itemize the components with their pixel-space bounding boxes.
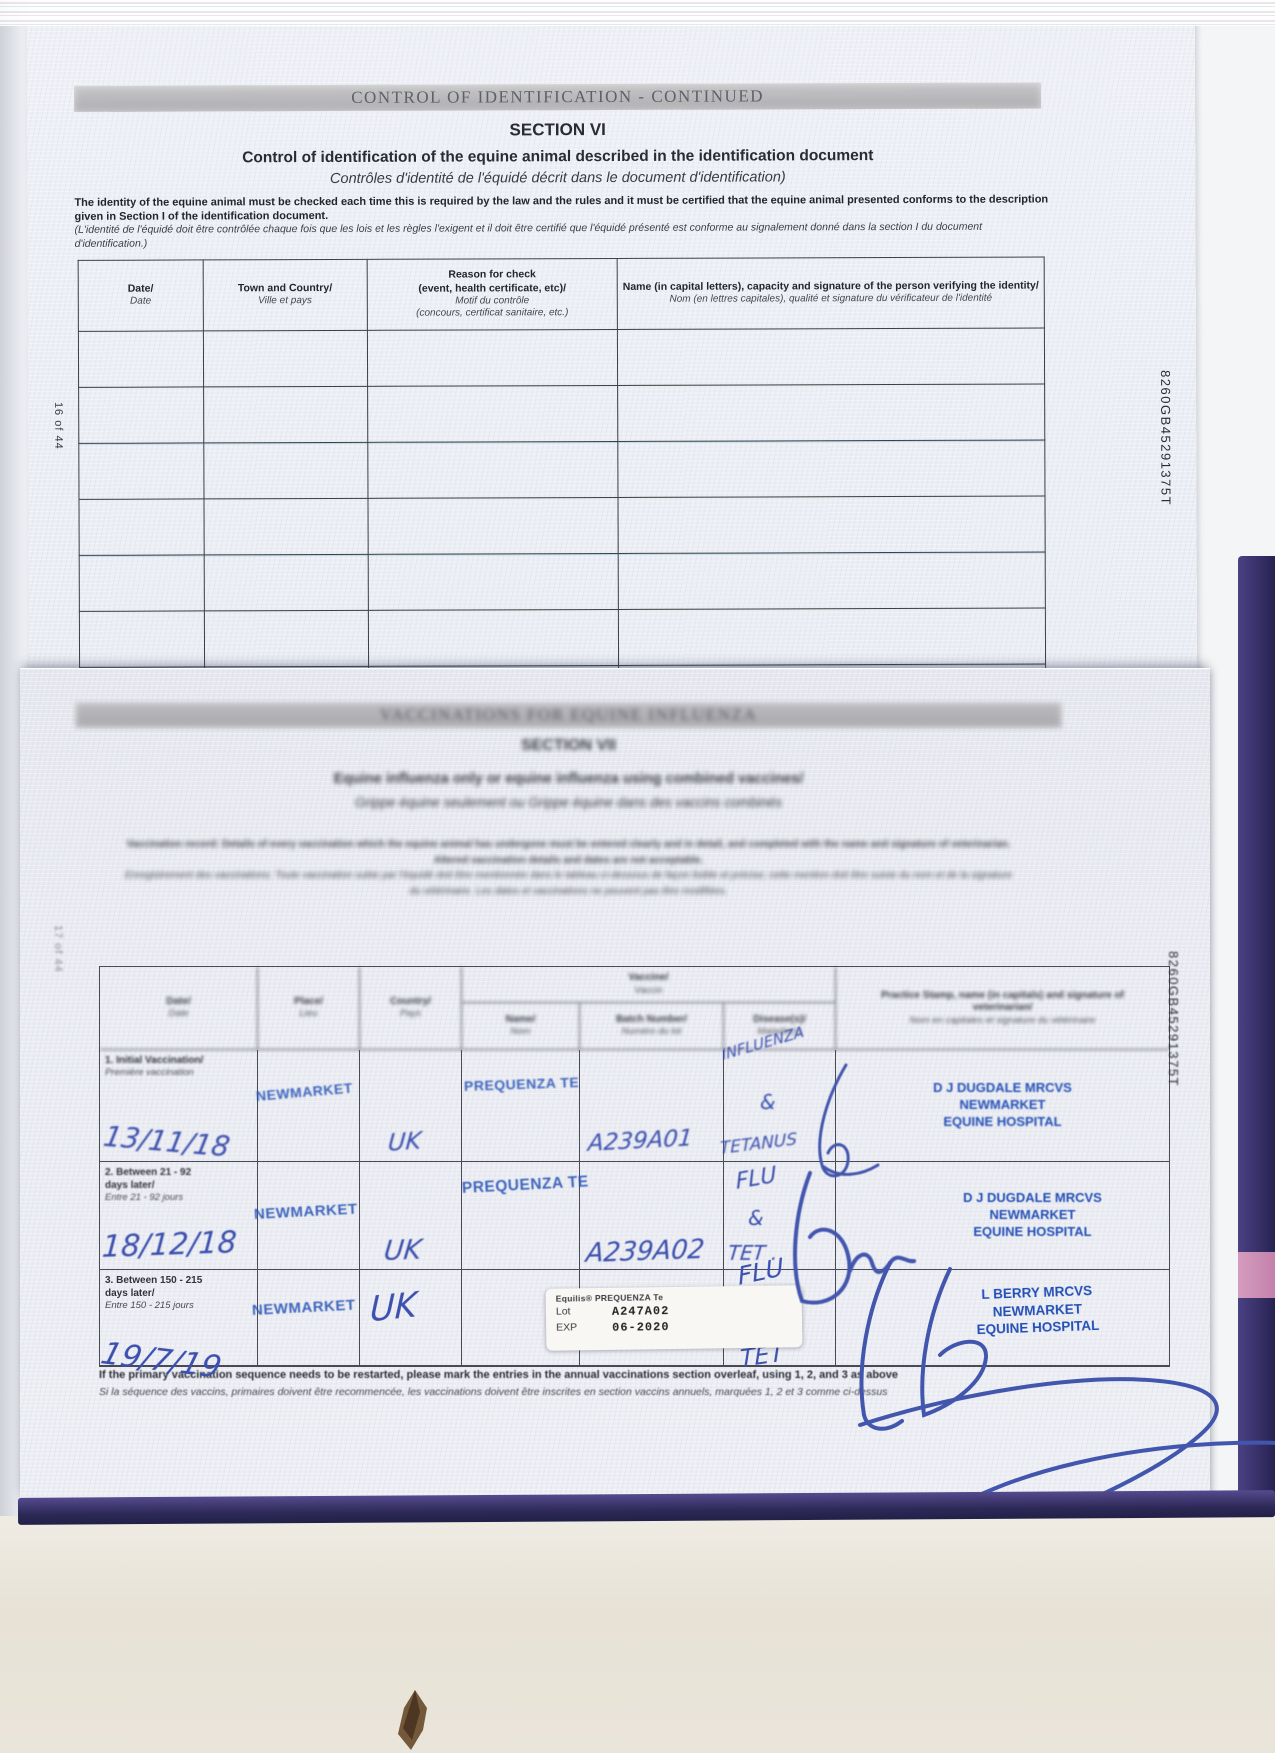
section-vii-subtitle-fr: Grippe équine seulement ou Grippe équine… — [354, 795, 782, 810]
passport-page-section-vii: VACCINATIONS FOR EQUINE INFLUENZA SECTIO… — [20, 668, 1275, 1560]
vac-col-name: Name/ Nom — [462, 1003, 580, 1050]
vac-row2-vaccine-cell: PREQUENZA TE — [462, 1162, 589, 1270]
id-col-town-country: Town and Country/ Ville et pays — [202, 259, 368, 331]
vac-row3-country-cell: UK — [360, 1270, 462, 1366]
vac-row1-disease-cell: INFLUENZA & TETANUS — [720, 1023, 836, 1162]
vaccination-notes: Vaccination record: Details of every vac… — [124, 839, 1013, 897]
identification-check-table: Date/ Date Town and Country/ Ville et pa… — [78, 256, 1047, 724]
row1-disease-line3: TETANUS — [719, 1129, 798, 1160]
vac-row1-batch-cell: A239A01 — [580, 1050, 724, 1162]
row2-date-handwriting: 18/12/18 — [100, 1225, 238, 1266]
row1-disease-line2: & — [760, 1090, 776, 1114]
row3-place-stamp: NEWMARKET — [251, 1296, 356, 1319]
vac-row2-place-cell: NEWMARKET — [254, 1162, 360, 1270]
id-table-header-row: Date/ Date Town and Country/ Ville et pa… — [78, 256, 1045, 332]
id-empty-row — [78, 439, 1045, 500]
row3-practice-stamp: L BERRY MRCVS NEWMARKET EQUINE HOSPITAL — [976, 1283, 1100, 1338]
section-vi-title-en: Control of identification of the equine … — [242, 147, 874, 167]
id-col-date: Date/ Date — [78, 259, 204, 332]
passport-page-section-vi: CONTROL OF IDENTIFICATION - CONTINUED SE… — [26, 19, 1198, 724]
scanner-artifact-band — [0, 0, 1275, 26]
row2-place-stamp: NEWMARKET — [253, 1200, 358, 1223]
sticker-brand: Equilis® PREQUENZA Te — [555, 1292, 664, 1304]
id-col-reason: Reason for check (event, health certific… — [366, 258, 618, 331]
vac-row3-place-cell: NEWMARKET — [252, 1270, 360, 1366]
row1-place-stamp: NEWMARKET — [255, 1079, 354, 1104]
vac-row1-date-cell: 1. Initial Vaccination/ Première vaccina… — [100, 1050, 258, 1164]
row2-label: 2. Between 21 - 92 days later/ Entre 21 … — [105, 1167, 192, 1203]
row3-country-handwriting: UK — [369, 1284, 418, 1331]
vac-row2-date-cell: 2. Between 21 - 92 days later/ Entre 21 … — [100, 1162, 258, 1270]
row1-date-handwriting: 13/11/18 — [100, 1120, 233, 1164]
section-vi-title-fr: Contrôles d'identité de l'équidé décrit … — [330, 169, 786, 187]
banner-text: CONTROL OF IDENTIFICATION - CONTINUED — [351, 86, 765, 107]
row2-disease-line2: & — [748, 1206, 764, 1230]
sticker-lot-label: Lot — [555, 1305, 571, 1318]
row2-vaccine-stamp: PREQUENZA TE — [461, 1173, 590, 1197]
row2-disease-line1: FLU — [735, 1162, 778, 1196]
restart-note-fr: Si la séquence des vaccins, primaires do… — [99, 1386, 888, 1398]
id-empty-row — [78, 383, 1045, 444]
vac-row2-country-cell: UK — [360, 1162, 462, 1270]
section-vii-banner: VACCINATIONS FOR EQUINE INFLUENZA — [75, 702, 1062, 728]
vac-col-country: Country/ Pays — [360, 967, 462, 1050]
id-empty-row — [79, 607, 1046, 668]
table-surface — [0, 1516, 1275, 1753]
vac-col-practice-stamp: Practice Stamp, name (in capitals) and s… — [836, 967, 1169, 1050]
vac-row2-practice-cell: D J DUGDALE MRCVS NEWMARKET EQUINE HOSPI… — [836, 1162, 1169, 1270]
vaccine-label-sticker: Equilis® PREQUENZA Te Lot A247A02 EXP 06… — [545, 1285, 803, 1351]
page-number-16: 16 of 44 — [52, 401, 65, 450]
vac-col-date: Date/ Date — [100, 967, 258, 1050]
vac-row2-batch-cell: A239A02 — [580, 1162, 724, 1270]
section-vi-intro-fr: (L'identité de l'équidé doit être contrô… — [74, 220, 983, 250]
passport-serial-upper: 8260GB45291375T — [1158, 370, 1174, 507]
page-number-17: 17 of 44 — [52, 925, 64, 973]
id-col-verifier: Name (in capital letters), capacity and … — [617, 256, 1045, 330]
section-vi-banner: CONTROL OF IDENTIFICATION - CONTINUED — [74, 82, 1042, 112]
section-vi-intro-en: The identity of the equine animal must b… — [74, 193, 1049, 224]
id-empty-row — [78, 495, 1046, 556]
vac-row3-date-cell: 3. Between 150 - 215 days later/ Entre 1… — [97, 1270, 258, 1385]
row1-batch-handwriting: A239A01 — [586, 1125, 694, 1158]
sticker-exp-value: 06-2020 — [612, 1320, 670, 1335]
row2-country-handwriting: UK — [382, 1234, 424, 1268]
row3-label: 3. Between 150 - 215 days later/ Entre 1… — [105, 1275, 203, 1311]
section-vii-subtitle-en: Equine influenza only or equine influenz… — [333, 771, 804, 787]
section-vii-heading: SECTION VII — [520, 737, 617, 754]
moth-on-table — [398, 1690, 427, 1750]
passport-cover-right-edge — [1238, 556, 1275, 1514]
restart-note-en: If the primary vaccination sequence need… — [99, 1369, 899, 1381]
passport-serial-lower: 8260GB45291375T — [1166, 951, 1181, 1087]
vac-row3-practice-cell: L BERRY MRCVS NEWMARKET EQUINE HOSPITAL — [836, 1270, 1169, 1366]
vac-row1-country-cell: UK — [360, 1050, 462, 1162]
id-empty-row — [79, 551, 1046, 612]
row1-country-handwriting: UK — [387, 1126, 423, 1158]
vac-col-batch: Batch Number/ Numéro du lot — [580, 1003, 724, 1050]
row2-practice-stamp: D J DUGDALE MRCVS NEWMARKET EQUINE HOSPI… — [963, 1190, 1102, 1239]
sticker-lot-value: A247A02 — [611, 1304, 670, 1319]
vac-row1-practice-cell: D J DUGDALE MRCVS NEWMARKET EQUINE HOSPI… — [836, 1050, 1169, 1162]
row2-batch-handwriting: A239A02 — [584, 1234, 706, 1270]
row1-vaccine-stamp: PREQUENZA TE — [463, 1073, 580, 1094]
passport-cover-pink-band — [1238, 1252, 1275, 1298]
row1-practice-stamp: D J DUGDALE MRCVS NEWMARKET EQUINE HOSPI… — [933, 1080, 1072, 1129]
id-empty-row — [78, 327, 1045, 388]
row1-label: 1. Initial Vaccination/ Première vaccina… — [105, 1055, 204, 1078]
vac-row1-place-cell: NEWMARKET — [255, 1050, 360, 1162]
section-vi-heading: SECTION VI — [509, 120, 606, 140]
sticker-exp-label: EXP — [556, 1321, 578, 1334]
vac-col-place: Place/ Lieu — [258, 967, 360, 1050]
banner-text: VACCINATIONS FOR EQUINE INFLUENZA — [379, 705, 758, 724]
vac-col-vaccine-group: Vaccine/ Vaccin — [462, 967, 836, 1003]
vac-col-disease: Disease(s)/ Maladie(s) — [724, 1003, 836, 1050]
vac-row1-vaccine-cell: PREQUENZA TE — [462, 1050, 580, 1162]
vaccination-table: Date/ Date Place/ Lieu Country/ Pays Vac… — [97, 966, 1275, 1560]
